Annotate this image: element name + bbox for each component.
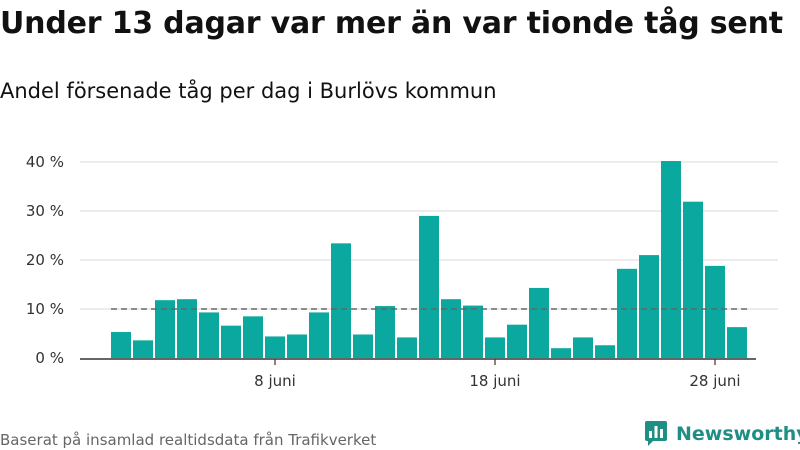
y-tick-label: 10 % — [26, 300, 64, 318]
bar — [221, 325, 241, 358]
x-tick-label: 8 juni — [254, 372, 296, 390]
bar — [441, 299, 461, 358]
bar — [639, 255, 659, 358]
bar — [265, 336, 285, 358]
source-note: Baserat på insamlad realtidsdata från Tr… — [0, 431, 377, 449]
bar — [309, 312, 329, 358]
bar-chart: 0 % 10 % 20 % 30 % 40 % 8 juni 18 juni 28 juni — [26, 153, 778, 390]
bar — [155, 300, 175, 358]
x-axis-ticks: 8 juni 18 juni 28 juni — [254, 359, 741, 390]
bars — [111, 161, 747, 358]
bar — [683, 201, 703, 358]
bar — [133, 340, 153, 358]
bar — [111, 332, 131, 358]
y-tick-label: 30 % — [26, 202, 64, 220]
bar — [617, 268, 637, 358]
y-tick-label: 20 % — [26, 251, 64, 269]
bar — [727, 327, 747, 358]
bar — [375, 306, 395, 358]
bar — [595, 345, 615, 358]
bar — [485, 337, 505, 358]
bar — [463, 305, 483, 358]
y-tick-label: 40 % — [26, 153, 64, 171]
chart-subtitle: Andel försenade tåg per dag i Burlövs ko… — [0, 79, 497, 103]
bar — [397, 337, 417, 358]
bar — [419, 215, 439, 358]
bar — [199, 312, 219, 358]
bar — [287, 334, 307, 358]
y-tick-label: 0 % — [35, 349, 64, 367]
bar — [705, 265, 725, 358]
brand-name: Newsworthy — [676, 423, 800, 445]
x-tick-label: 18 juni — [469, 372, 520, 390]
bar — [551, 348, 571, 358]
x-tick-label: 28 juni — [689, 372, 740, 390]
bar — [331, 243, 351, 358]
bar — [573, 337, 593, 358]
chart-title: Under 13 dagar var mer än var tionde tåg… — [0, 6, 783, 41]
bar — [353, 334, 373, 358]
bar-chart-speech-bubble-icon — [645, 421, 667, 446]
y-axis-labels: 0 % 10 % 20 % 30 % 40 % — [26, 153, 64, 367]
brand-logo: Newsworthy — [644, 420, 800, 448]
bar — [529, 287, 549, 358]
bar — [177, 299, 197, 358]
bar — [243, 316, 263, 358]
bar — [661, 161, 681, 358]
bar — [507, 324, 527, 358]
